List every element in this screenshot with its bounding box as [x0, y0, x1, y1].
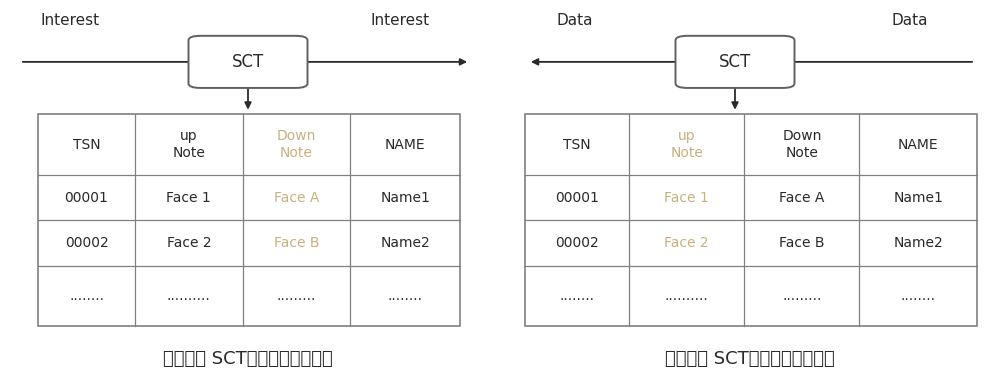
Text: 00002: 00002 [65, 236, 108, 250]
Text: ........: ........ [559, 289, 594, 303]
Text: Face 2: Face 2 [664, 236, 709, 250]
Text: 流控制表 SCT（数据包转发用）: 流控制表 SCT（数据包转发用） [665, 350, 835, 368]
Text: ..........: .......... [167, 289, 211, 303]
Text: Face A: Face A [779, 190, 825, 204]
Text: ........: ........ [901, 289, 936, 303]
Text: Data: Data [557, 13, 593, 28]
Text: up
Note: up Note [172, 129, 205, 160]
Text: 流控制表 SCT（兴趣包转发用）: 流控制表 SCT（兴趣包转发用） [163, 350, 333, 368]
Bar [525, 114, 977, 326]
Text: 00002: 00002 [555, 236, 599, 250]
Text: Name1: Name1 [893, 190, 943, 204]
Text: SCT: SCT [232, 53, 264, 71]
Text: 00001: 00001 [555, 190, 599, 204]
Text: ........: ........ [69, 289, 104, 303]
Text: Down
Note: Down Note [277, 129, 316, 160]
Text: NAME: NAME [385, 138, 425, 152]
Text: Down
Note: Down Note [782, 129, 822, 160]
Text: NAME: NAME [898, 138, 939, 152]
Text: 00001: 00001 [65, 190, 108, 204]
Text: Name1: Name1 [380, 190, 430, 204]
Text: Name2: Name2 [380, 236, 430, 250]
Text: ........: ........ [388, 289, 423, 303]
Text: .........: ......... [277, 289, 316, 303]
Bar [38, 114, 460, 326]
Text: Interest: Interest [40, 13, 100, 28]
Text: TSN: TSN [563, 138, 591, 152]
Text: Face B: Face B [779, 236, 825, 250]
Text: Name2: Name2 [893, 236, 943, 250]
Text: Face A: Face A [274, 190, 319, 204]
Text: TSN: TSN [73, 138, 100, 152]
Text: Face 2: Face 2 [167, 236, 211, 250]
Text: .........: ......... [782, 289, 822, 303]
FancyBboxPatch shape [188, 36, 308, 88]
Text: Data: Data [892, 13, 928, 28]
Text: Interest: Interest [370, 13, 430, 28]
FancyBboxPatch shape [676, 36, 794, 88]
Text: SCT: SCT [719, 53, 751, 71]
Text: Face B: Face B [274, 236, 319, 250]
Text: up
Note: up Note [670, 129, 703, 160]
Text: ..........: .......... [665, 289, 708, 303]
Text: Face 1: Face 1 [166, 190, 211, 204]
Text: Face 1: Face 1 [664, 190, 709, 204]
